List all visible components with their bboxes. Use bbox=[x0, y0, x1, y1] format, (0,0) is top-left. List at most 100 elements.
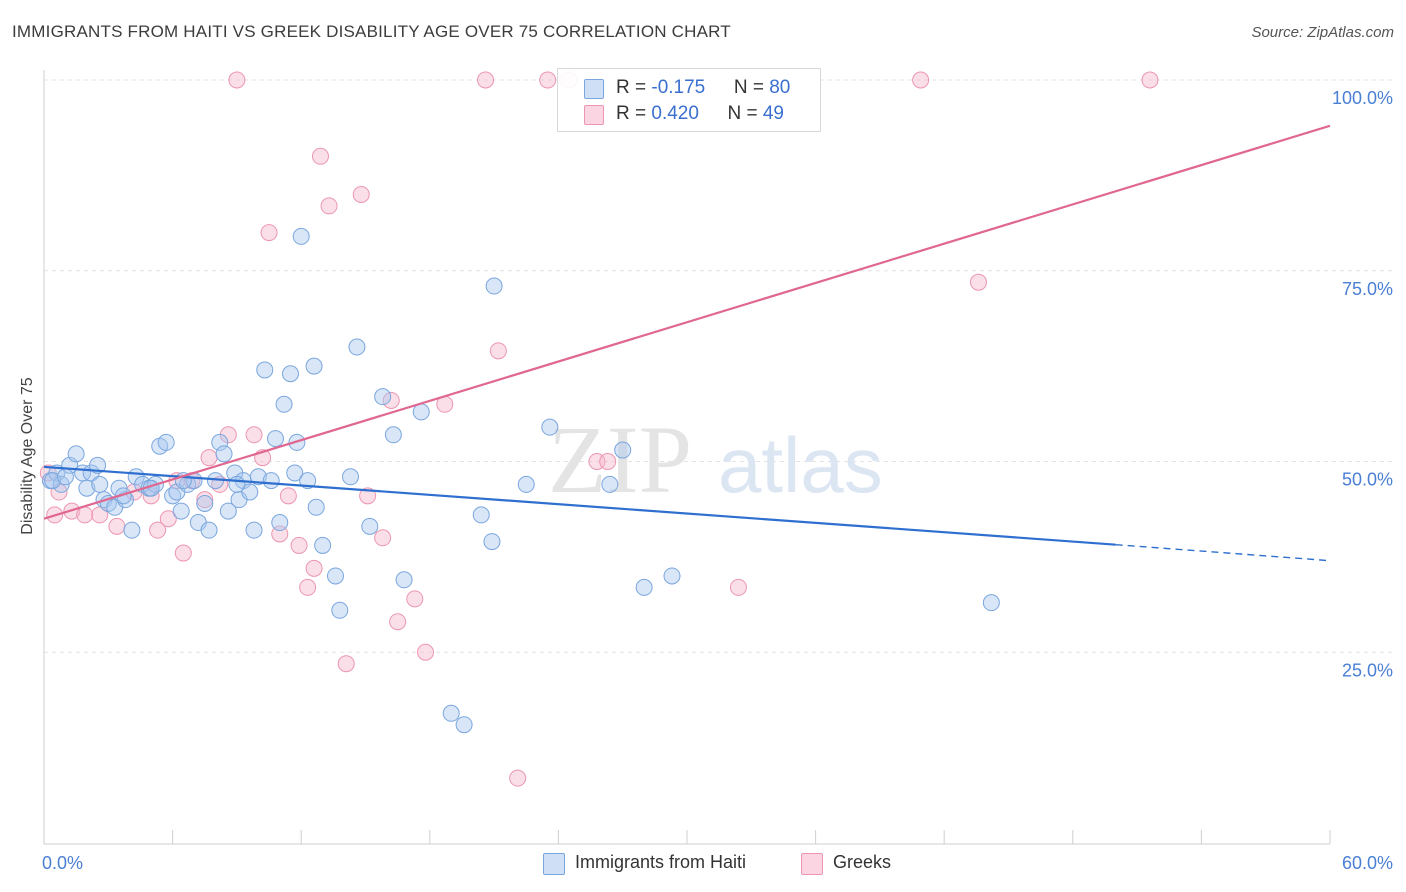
point-haiti bbox=[483, 533, 501, 551]
point-haiti bbox=[541, 418, 559, 436]
point-greeks bbox=[406, 590, 424, 608]
legend-label-haiti: Immigrants from Haiti bbox=[575, 852, 747, 872]
point-greeks bbox=[477, 71, 495, 89]
point-greeks bbox=[159, 510, 177, 528]
point-haiti bbox=[281, 365, 299, 383]
trendline-haiti-extension bbox=[1115, 543, 1331, 562]
point-haiti bbox=[601, 475, 619, 493]
point-haiti bbox=[241, 483, 259, 501]
point-greeks bbox=[299, 578, 317, 596]
legend-label-greeks: Greeks bbox=[833, 852, 892, 872]
point-haiti bbox=[44, 472, 62, 490]
y-tick-label: 75.0% bbox=[1342, 279, 1393, 299]
point-haiti bbox=[172, 502, 190, 520]
point-haiti bbox=[635, 578, 653, 596]
point-haiti bbox=[374, 388, 392, 406]
legend-n-value: 80 bbox=[769, 77, 791, 98]
point-haiti bbox=[56, 468, 74, 486]
trendline-greeks bbox=[43, 124, 1331, 520]
point-greeks bbox=[76, 506, 94, 524]
point-haiti bbox=[331, 601, 349, 619]
point-haiti bbox=[215, 445, 233, 463]
x-tick-label: 60.0% bbox=[1342, 853, 1393, 873]
point-haiti bbox=[442, 704, 460, 722]
watermark-zip: ZIP bbox=[548, 406, 692, 513]
point-greeks bbox=[599, 453, 617, 470]
point-greeks bbox=[245, 426, 263, 444]
point-haiti bbox=[982, 594, 1000, 612]
point-haiti bbox=[341, 468, 359, 486]
legend-n-label: N = bbox=[733, 77, 770, 98]
legend-r-label: R = bbox=[616, 77, 652, 98]
point-haiti bbox=[196, 494, 214, 512]
point-haiti bbox=[305, 357, 323, 375]
axes bbox=[43, 70, 1331, 845]
point-greeks bbox=[279, 487, 297, 505]
point-haiti bbox=[517, 475, 535, 493]
point-haiti bbox=[219, 502, 237, 520]
tick-labels: 25.0% 50.0% 75.0% 100.0% 0.0% 60.0% bbox=[42, 88, 1393, 873]
point-haiti bbox=[361, 517, 379, 535]
point-greeks bbox=[290, 536, 308, 554]
point-greeks bbox=[912, 71, 930, 89]
legend-swatch-greeks bbox=[801, 853, 823, 875]
point-greeks bbox=[174, 544, 192, 562]
legend-swatch-haiti bbox=[543, 853, 565, 875]
point-greeks bbox=[389, 613, 407, 631]
y-tick-label: 50.0% bbox=[1342, 470, 1393, 490]
point-greeks bbox=[489, 342, 507, 360]
y-tick-label: 100.0% bbox=[1332, 88, 1393, 108]
trend-lines bbox=[43, 124, 1331, 562]
point-greeks bbox=[320, 197, 338, 215]
point-haiti bbox=[314, 536, 332, 554]
point-haiti bbox=[307, 498, 325, 516]
x-tick-label: 0.0% bbox=[42, 853, 83, 873]
point-haiti bbox=[123, 521, 141, 539]
point-greeks bbox=[382, 391, 400, 409]
point-haiti bbox=[275, 395, 293, 413]
point-haiti bbox=[299, 472, 317, 490]
point-haiti bbox=[348, 338, 366, 356]
point-haiti bbox=[286, 464, 304, 482]
point-haiti bbox=[249, 468, 267, 486]
point-haiti bbox=[292, 227, 310, 245]
y-axis-label: Disability Age Over 75 bbox=[19, 377, 36, 535]
point-greeks bbox=[1141, 71, 1159, 89]
point-greeks bbox=[374, 529, 392, 547]
point-greeks bbox=[305, 559, 323, 577]
legend-r-value: -0.175 bbox=[651, 77, 706, 98]
point-greeks bbox=[228, 71, 246, 89]
correlation-legend: R = -0.175 N = 80 R = 0.420 N = 49 bbox=[557, 68, 821, 132]
point-greeks bbox=[149, 521, 167, 539]
point-greeks bbox=[352, 185, 370, 203]
chart-title: IMMIGRANTS FROM HAITI VS GREEK DISABILIT… bbox=[12, 22, 731, 41]
legend-r-value: 0.420 bbox=[651, 103, 699, 124]
point-greeks bbox=[260, 224, 278, 242]
point-haiti bbox=[67, 445, 85, 463]
point-haiti bbox=[663, 567, 681, 585]
point-greeks bbox=[729, 578, 747, 596]
legend-r-label: R = bbox=[616, 103, 652, 124]
point-greeks bbox=[539, 71, 557, 89]
point-haiti bbox=[211, 433, 229, 451]
point-greeks bbox=[969, 273, 987, 291]
point-haiti bbox=[256, 361, 274, 379]
point-greeks bbox=[196, 491, 214, 509]
point-haiti bbox=[614, 441, 632, 459]
grid-lines bbox=[44, 79, 1392, 653]
point-haiti bbox=[91, 475, 109, 493]
y-tick-label: 25.0% bbox=[1342, 660, 1393, 680]
points-haiti bbox=[41, 227, 1000, 734]
point-haiti bbox=[455, 716, 473, 734]
legend-swatch-haiti bbox=[584, 79, 604, 99]
point-greeks bbox=[311, 147, 329, 165]
point-haiti bbox=[485, 277, 503, 295]
point-haiti bbox=[228, 475, 246, 493]
point-greeks bbox=[509, 769, 527, 787]
point-greeks bbox=[359, 487, 377, 505]
point-haiti bbox=[326, 567, 344, 585]
point-haiti bbox=[266, 430, 284, 448]
watermark: ZIP atlas bbox=[548, 406, 883, 513]
point-greeks bbox=[200, 449, 218, 467]
